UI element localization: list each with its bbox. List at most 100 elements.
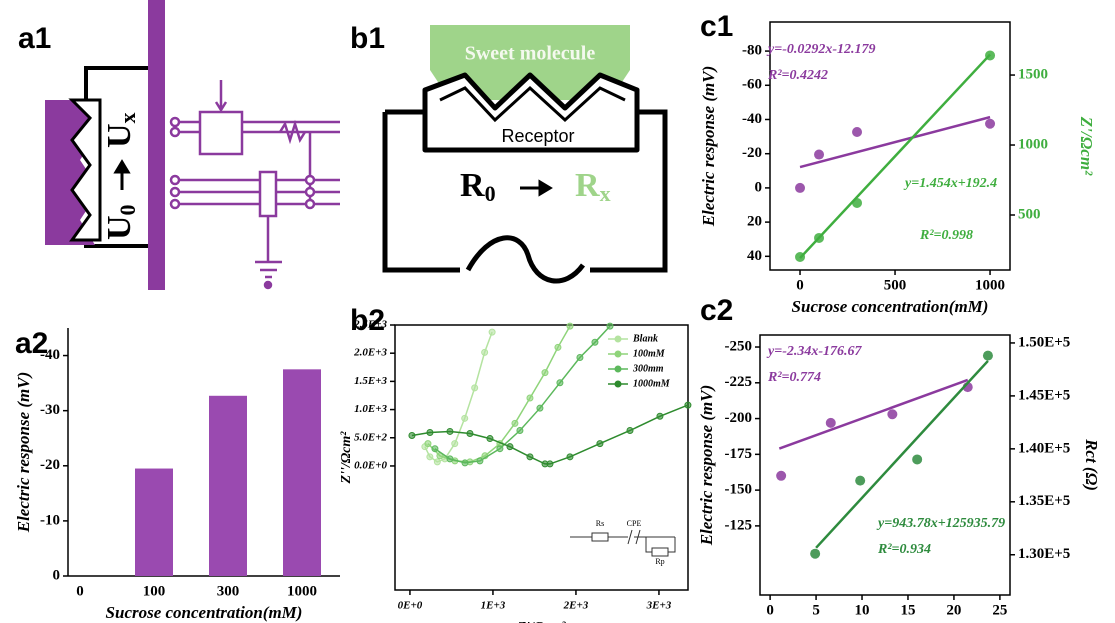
fit-equation: y=-0.0292x-12.179 [766, 42, 876, 57]
end-label: Rx [575, 167, 611, 206]
y-tick-label: 0 [53, 567, 61, 583]
point [526, 453, 534, 461]
point [446, 455, 454, 463]
symbol: U [101, 215, 138, 240]
x-axis-label: Sucrose concentration(mM) [792, 297, 989, 316]
point [795, 182, 806, 193]
arrow [520, 179, 553, 197]
panel-label: c2 [700, 294, 733, 327]
x-tick-label: 15 [900, 602, 915, 618]
point [810, 548, 821, 559]
y-axis-label: Electric response (mV) [697, 385, 716, 547]
legend-marker [614, 365, 622, 373]
y-tick-label: -30 [40, 402, 60, 418]
x-tick-label: 1000 [287, 583, 317, 599]
fit-r2: R²=0.998 [919, 228, 973, 243]
point [887, 409, 898, 420]
point [985, 118, 996, 129]
panel-label: b2 [350, 304, 385, 337]
y2-tick-label: 1.30E+5 [1018, 546, 1070, 562]
y2-axis-label: Z'/Ωcm² [1077, 116, 1096, 176]
inset-label: Rs [596, 519, 604, 528]
point [825, 417, 836, 428]
subscript: x [115, 112, 140, 123]
symbol: R [460, 167, 485, 204]
point [466, 429, 474, 437]
point [451, 440, 459, 448]
sweet-molecule [430, 25, 630, 100]
y-tick-label: -150 [725, 482, 753, 498]
y2-tick-label: 1000 [1018, 136, 1048, 152]
y-axis-label: Electric response (mV) [14, 372, 33, 534]
end-label: Ux [101, 112, 140, 148]
x-tick-label: 2E+3 [563, 600, 589, 612]
y-axis-label: Electric response (mV) [699, 66, 718, 228]
point [656, 412, 664, 420]
point [814, 232, 825, 243]
y-tick-label: -10 [40, 512, 60, 528]
y-tick-label: -60 [742, 77, 762, 93]
bar [283, 369, 321, 576]
x-tick-label: 0 [796, 277, 804, 293]
legend-marker [614, 350, 622, 358]
signal [465, 235, 586, 284]
start-label: U0 [101, 204, 140, 240]
y-tick-label: 20 [747, 214, 762, 230]
y-tick-label: -200 [725, 410, 753, 426]
y-tick-label: -40 [742, 111, 762, 127]
point [912, 454, 923, 465]
panel-label: a2 [15, 327, 48, 360]
x-axis-label: Z'/Ωcm² [516, 620, 566, 623]
point [554, 343, 562, 351]
receptor-label: Receptor [501, 126, 574, 146]
point [576, 353, 584, 361]
x-tick-label: 1000 [975, 277, 1005, 293]
y-tick-label: 2.0E+3 [353, 347, 387, 359]
x-tick-label: 20 [946, 602, 961, 618]
fit-r2: R²=0.934 [877, 542, 931, 557]
point [408, 432, 416, 440]
subscript: 0 [485, 181, 496, 206]
point [426, 428, 434, 436]
inset-label: CPE [627, 519, 642, 528]
fit-equation: y=-2.34x-176.67 [766, 344, 863, 359]
point [776, 470, 787, 481]
point [814, 149, 825, 160]
point [852, 197, 863, 208]
electrode-plate [148, 0, 165, 290]
series-line [434, 325, 611, 464]
symbol: R [575, 167, 600, 204]
point [426, 453, 434, 461]
legend-label: 300mm [632, 363, 664, 374]
circuit [382, 109, 668, 273]
point [511, 419, 519, 427]
point [431, 445, 439, 453]
panel-label: c1 [700, 10, 733, 43]
y2-axis-label: Rct (Ω) [1082, 438, 1101, 491]
receptor-site [439, 85, 626, 123]
inset-circuit [570, 529, 676, 557]
legend-label: 100mM [633, 348, 666, 359]
x-tick-label: 25 [992, 602, 1007, 618]
point [476, 457, 484, 465]
point [461, 414, 469, 422]
x-tick-label: 1E+3 [481, 600, 506, 612]
y-tick-label: 2.5E+3 [353, 319, 387, 331]
y-tick-label: -250 [725, 338, 753, 354]
plot-frame [769, 21, 1011, 271]
arrow [113, 159, 131, 190]
fit-equation: y=1.454x+192.4 [903, 176, 997, 191]
x-tick-label: 300 [217, 583, 240, 599]
point [496, 445, 504, 453]
y2-tick-label: 1.50E+5 [1018, 334, 1070, 350]
x-tick-label: 5 [812, 602, 820, 618]
y-tick-label: 0 [755, 179, 763, 195]
fit-r2: R²=0.774 [767, 370, 821, 385]
x-axis-label: Sucrose concentration(mM) [106, 603, 303, 622]
point [526, 394, 534, 402]
point [488, 328, 496, 336]
subscript: x [600, 181, 611, 206]
point [596, 440, 604, 448]
fit-line [778, 378, 969, 450]
point [795, 251, 806, 262]
